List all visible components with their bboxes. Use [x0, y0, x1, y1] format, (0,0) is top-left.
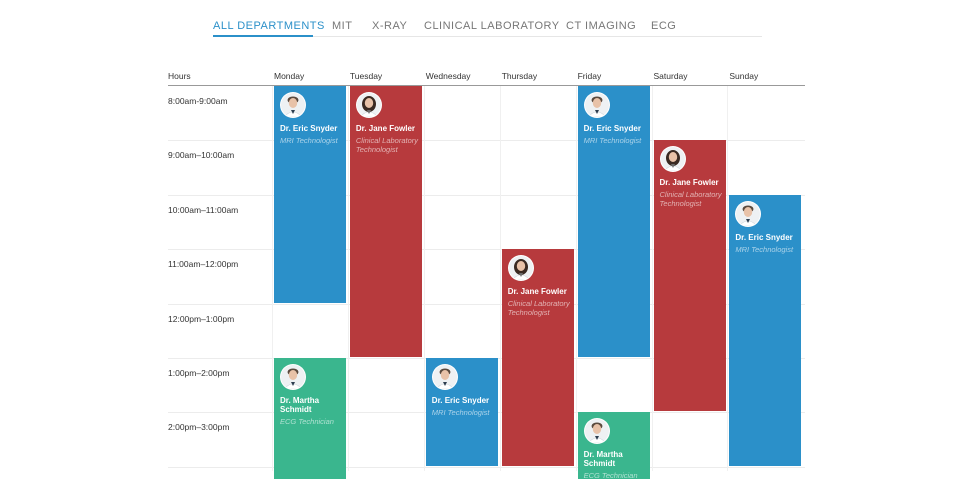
grid-line: [168, 466, 805, 468]
grid-line: [168, 194, 805, 196]
day-header: Wednesday: [425, 71, 471, 81]
tab-underline-bar: [213, 36, 762, 37]
hour-label: 8:00am-9:00am: [168, 96, 228, 106]
tab[interactable]: ALL DEPARTMENTS: [213, 20, 325, 32]
event-card[interactable]: Dr. Eric Snyder MRI Technologist: [577, 86, 650, 357]
column-line: [347, 86, 349, 471]
day-header: Monday: [274, 71, 305, 81]
doctor-name: Dr. Eric Snyder: [280, 124, 338, 133]
column-line: [499, 86, 501, 471]
tab[interactable]: ECG: [651, 20, 677, 32]
doctor-name: Dr. Eric Snyder: [583, 124, 641, 133]
event-card[interactable]: Dr. Jane Fowler Clinical Laboratory Techn…: [653, 140, 726, 412]
doctor-name: Dr. Eric Snyder: [735, 232, 793, 242]
day-header: Saturday: [653, 71, 688, 81]
doctor-role: ECG Technician: [583, 471, 638, 479]
event-card[interactable]: Dr. Martha Schmidt ECG Technician: [274, 358, 346, 479]
doctor-role: MRI Technologist: [431, 408, 490, 417]
doctor-name: Dr. Jane Fowler: [659, 178, 719, 188]
event-card[interactable]: Dr. Eric Snyder MRI Technologist: [274, 86, 346, 303]
avatar-icon: [356, 93, 381, 117]
event-card[interactable]: Dr. Jane Fowler Clinical Laboratory Techn…: [501, 249, 574, 466]
hour-label: 10:00am–11:00am: [168, 204, 239, 215]
grid-line: [168, 140, 805, 142]
event-card[interactable]: Dr. Eric Snyder MRI Technologist: [729, 194, 802, 466]
doctor-role: MRI Technologist: [583, 136, 642, 145]
hour-label: 12:00pm–1:00pm: [168, 313, 235, 324]
avatar: [355, 92, 382, 118]
grid-line: [168, 303, 805, 305]
doctor-role: MRI Technologist: [280, 136, 338, 145]
column-line: [727, 86, 729, 471]
avatar-icon: [432, 365, 457, 389]
hour-label: 11:00am–12:00pm: [168, 259, 239, 270]
column-line: [272, 86, 273, 471]
day-header: Friday: [577, 71, 602, 81]
tab[interactable]: CT IMAGING: [566, 20, 637, 32]
avatar: [507, 255, 534, 282]
day-header: Thursday: [501, 71, 538, 81]
doctor-role: Clinical Laboratory Technologist: [355, 136, 419, 154]
avatar-icon: [281, 365, 305, 389]
doctor-name: Dr. Eric Snyder: [431, 396, 490, 405]
avatar: [583, 418, 610, 445]
avatar: [659, 146, 686, 173]
avatar: [583, 92, 610, 118]
column-line: [423, 86, 425, 471]
event-card[interactable]: Dr. Martha Schmidt ECG Technician: [577, 412, 650, 479]
header-line: [168, 85, 805, 86]
avatar-icon: [281, 93, 305, 117]
event-card[interactable]: Dr. Eric Snyder MRI Technologist: [425, 358, 498, 466]
doctor-role: MRI Technologist: [735, 244, 794, 254]
doctor-name: Dr. Jane Fowler: [355, 124, 416, 133]
doctor-name: Dr. Martha Schmidt: [583, 450, 623, 469]
avatar-icon: [660, 147, 685, 172]
tab[interactable]: MIT: [332, 20, 353, 32]
hours-header: Hours: [168, 71, 191, 81]
avatar: [280, 364, 306, 390]
doctor-role: ECG Technician: [280, 417, 334, 426]
column-line: [651, 86, 653, 471]
doctor-role: Clinical Laboratory Technologist: [659, 190, 722, 209]
hour-label: 1:00pm–2:00pm: [168, 368, 230, 378]
tab[interactable]: X-RAY: [372, 20, 408, 32]
column-line: [575, 86, 577, 471]
avatar-icon: [508, 256, 533, 281]
doctor-role: Clinical Laboratory Technologist: [507, 299, 570, 318]
avatar: [280, 92, 306, 118]
avatar: [431, 364, 458, 390]
avatar: [735, 200, 762, 227]
event-card[interactable]: Dr. Jane Fowler Clinical Laboratory Techn…: [349, 86, 422, 357]
avatar-icon: [584, 93, 609, 117]
doctor-name: Dr. Martha Schmidt: [280, 396, 320, 414]
hour-label: 2:00pm–3:00pm: [168, 422, 230, 433]
hour-label: 9:00am–10:00am: [168, 150, 235, 161]
avatar-icon: [584, 419, 609, 444]
day-header: Tuesday: [349, 71, 383, 81]
avatar-icon: [736, 201, 761, 226]
doctor-name: Dr. Jane Fowler: [507, 287, 567, 297]
tab[interactable]: CLINICAL LABORATORY: [424, 20, 560, 32]
grid-line: [168, 249, 805, 251]
active-tab-underline: [213, 35, 313, 37]
day-header: Sunday: [729, 71, 759, 81]
